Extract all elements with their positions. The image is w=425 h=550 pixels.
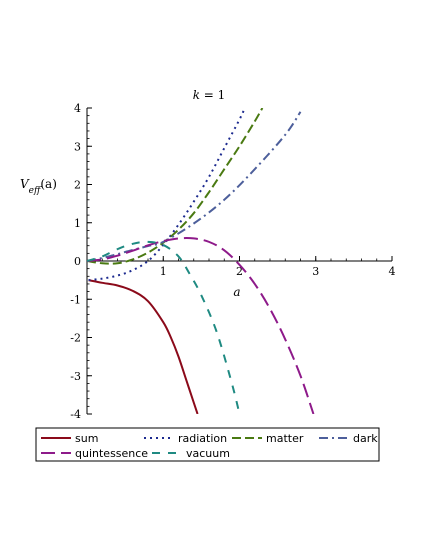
y-tick-label: -1 xyxy=(70,293,81,306)
labels-layer: k = 1 Veff(a) a xyxy=(20,88,241,299)
y-tick-label: 4 xyxy=(74,102,81,115)
x-tick-label: 4 xyxy=(389,265,396,278)
legend-box xyxy=(35,427,380,462)
axes-group: 1 2 3 4 -4 -3 -2 -1 0 1 2 3 4 xyxy=(70,102,395,421)
series-sum-line xyxy=(88,279,199,414)
y-tick-label: -4 xyxy=(70,408,81,421)
y-tick-label: -3 xyxy=(70,370,81,383)
series-matter-line xyxy=(87,108,264,265)
legend-label-vacuum: vacuum xyxy=(186,447,230,460)
y-axis-label: Veff(a) xyxy=(20,177,57,196)
legend-label-dark: dark xyxy=(353,432,378,445)
chart-title: k = 1 xyxy=(193,88,226,102)
legend-label-quintessence: quintessence xyxy=(75,447,148,460)
x-tick-label: 2 xyxy=(236,265,243,278)
x-tick-label: 3 xyxy=(312,265,319,278)
y-tick-label: 0 xyxy=(74,255,81,268)
x-tick-label: 1 xyxy=(160,265,167,278)
legend: sum radiation matter dark quintessence vacuum xyxy=(35,427,380,462)
legend-label-matter: matter xyxy=(266,432,304,445)
y-tick-label: 3 xyxy=(74,140,81,153)
y-tick-label: 1 xyxy=(74,217,81,230)
y-tick-label: 2 xyxy=(74,179,81,192)
legend-label-sum: sum xyxy=(75,432,98,445)
series-radiation-line xyxy=(88,108,246,282)
series-quintessence-line xyxy=(87,237,315,414)
series-dark-line xyxy=(87,111,302,262)
legend-label-radiation: radiation xyxy=(178,432,227,445)
series-layer xyxy=(87,108,315,414)
x-axis-label: a xyxy=(233,285,240,299)
y-tick-label: -2 xyxy=(70,332,81,345)
